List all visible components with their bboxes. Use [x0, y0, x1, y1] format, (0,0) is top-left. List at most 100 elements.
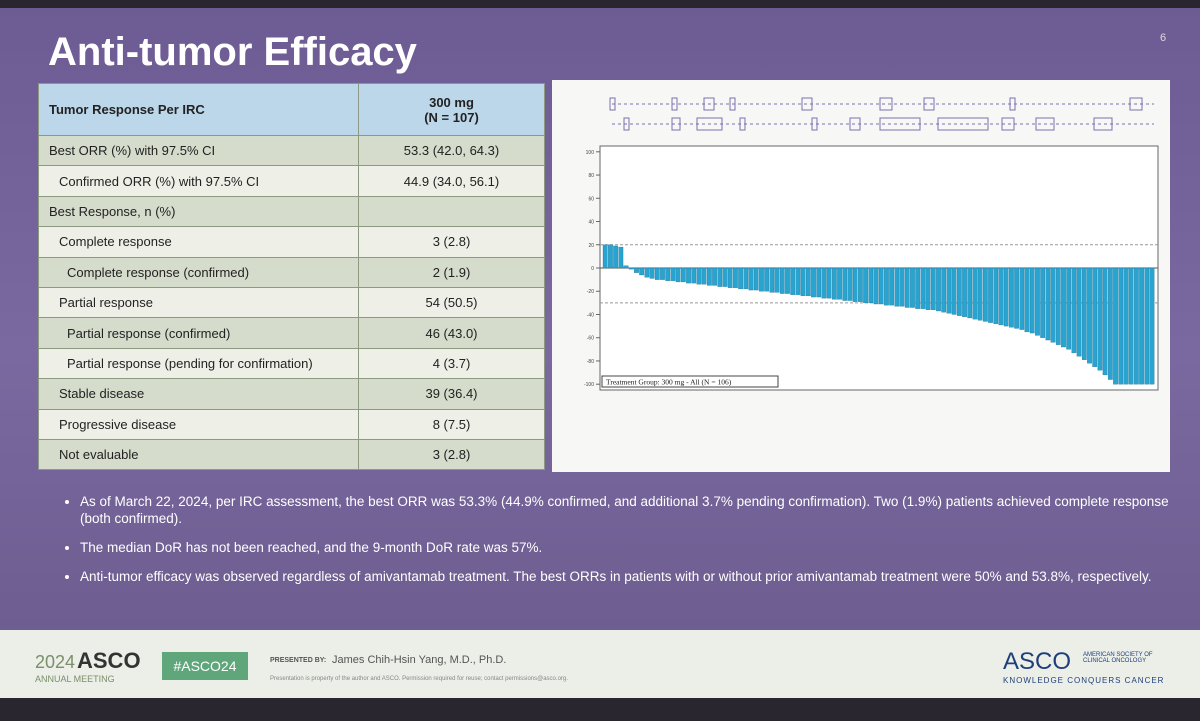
bar: [956, 267, 962, 316]
table-cell: 46 (43.0): [358, 317, 545, 349]
presented-by-label: PRESENTED BY:: [270, 657, 327, 664]
table-cell: 2 (1.9): [358, 256, 545, 288]
bar: [1118, 267, 1124, 385]
bar: [1123, 267, 1129, 385]
y-tick-label: 80: [588, 173, 594, 179]
meeting-name: ASCO: [77, 648, 141, 673]
table-cell: Best ORR (%) with 97.5% CI: [38, 134, 359, 167]
bar: [790, 267, 796, 295]
bar: [680, 267, 686, 283]
bar: [774, 267, 780, 293]
bar: [1107, 267, 1113, 380]
bar: [904, 267, 910, 308]
bar: [800, 267, 806, 297]
table-cell: Progressive disease: [38, 408, 359, 440]
bar: [727, 267, 733, 288]
bar: [1009, 267, 1014, 328]
bar: [858, 267, 863, 302]
bar: [1029, 267, 1035, 334]
y-tick-label: 40: [588, 220, 594, 226]
bar: [1024, 267, 1030, 333]
bar: [1076, 267, 1082, 357]
bar: [998, 267, 1004, 326]
y-tick-label: -20: [587, 289, 594, 295]
bar: [779, 267, 785, 294]
y-tick-label: 20: [588, 243, 594, 249]
society: AMERICAN SOCIETY OF CLINICAL ONCOLOGY: [1083, 652, 1153, 664]
header-cell: 300 mg (N = 107): [358, 83, 545, 136]
table-row: Confirmed ORR (%) with 97.5% CI 44.9 (34.…: [38, 165, 545, 197]
table-row: Stable disease 39 (36.4): [38, 378, 545, 410]
bar: [1081, 267, 1087, 360]
bar: [805, 267, 811, 297]
legend-box: [601, 375, 779, 388]
y-tick-label: -80: [587, 359, 594, 365]
bar: [717, 267, 723, 287]
bar: [1066, 267, 1072, 350]
hashtag: #ASCO24: [162, 652, 248, 680]
bar: [1055, 267, 1061, 345]
bullet: Anti-tumor efficacy was observed regardl…: [80, 568, 1180, 585]
bar: [753, 267, 759, 291]
bar: [649, 267, 655, 279]
bar: [962, 267, 967, 317]
table-row: Partial response (confirmed) 46 (43.0): [38, 317, 545, 349]
bar: [852, 267, 858, 302]
bar: [654, 267, 660, 280]
bar: [748, 267, 754, 291]
bar: [811, 267, 816, 298]
waterfall-chart: 100 80 60 40 20 0 -20 -40 -60 -80 -100 Treatment Gr…: [552, 80, 1170, 472]
bar: [1092, 267, 1098, 367]
bar: [608, 244, 613, 269]
bar: [951, 267, 957, 315]
bar: [941, 267, 947, 313]
slide: Anti-tumor Efficacy 6 Tumor Response Per…: [0, 8, 1200, 698]
tagline: KNOWLEDGE CONQUERS CANCER: [1003, 676, 1165, 685]
bar: [1144, 267, 1150, 385]
table-cell: 3 (2.8): [358, 438, 545, 471]
bar: [769, 267, 775, 293]
bar: [863, 267, 868, 304]
table-cell: 44.9 (34.0, 56.1): [358, 165, 545, 197]
y-tick-label: 0: [591, 266, 594, 272]
bar: [733, 267, 738, 288]
bar: [1097, 267, 1103, 371]
y-tick-label: -100: [584, 382, 594, 388]
bar: [613, 245, 618, 269]
bar: [660, 267, 665, 280]
table-cell: Partial response (pending for confirmati…: [38, 347, 359, 380]
bar: [821, 267, 827, 299]
bar: [946, 267, 952, 314]
footer: 2024 ASCO ANNUAL MEETING #ASCO24 PRESENT…: [0, 630, 1200, 698]
bar: [910, 267, 915, 308]
table-cell: 53.3 (42.0, 64.3): [358, 134, 545, 167]
legend: Treatment Group: 300 mg - All (N = 106): [606, 378, 732, 387]
table-row: Progressive disease 8 (7.5): [38, 408, 545, 440]
table-row: Partial response 54 (50.5): [38, 286, 545, 319]
swimlanes: [609, 97, 1154, 131]
bar: [1035, 267, 1040, 336]
logo: ASCO: [1003, 648, 1072, 675]
bar: [930, 267, 936, 310]
bar: [634, 267, 639, 273]
table-row: Best ORR (%) with 97.5% CI 53.3 (42.0, 64…: [38, 134, 545, 167]
table-row: Best Response, n (%): [38, 195, 545, 228]
bar: [925, 267, 931, 310]
bar: [899, 267, 905, 307]
bar: [1113, 267, 1118, 385]
bar: [618, 246, 624, 269]
notice: Presentation is property of the author a…: [270, 676, 568, 682]
page-number: 6: [1160, 32, 1167, 44]
bar: [759, 267, 764, 292]
presenter: James Chih-Hsin Yang, M.D., Ph.D.: [332, 654, 507, 666]
bar: [826, 267, 832, 299]
bar: [920, 267, 926, 309]
bar: [712, 267, 717, 286]
bar: [1061, 267, 1066, 348]
table-cell: 39 (36.4): [358, 378, 545, 410]
bar: [785, 267, 790, 294]
bar: [1003, 267, 1009, 327]
bar: [868, 267, 874, 304]
bar: [764, 267, 770, 292]
bar: [691, 267, 697, 284]
